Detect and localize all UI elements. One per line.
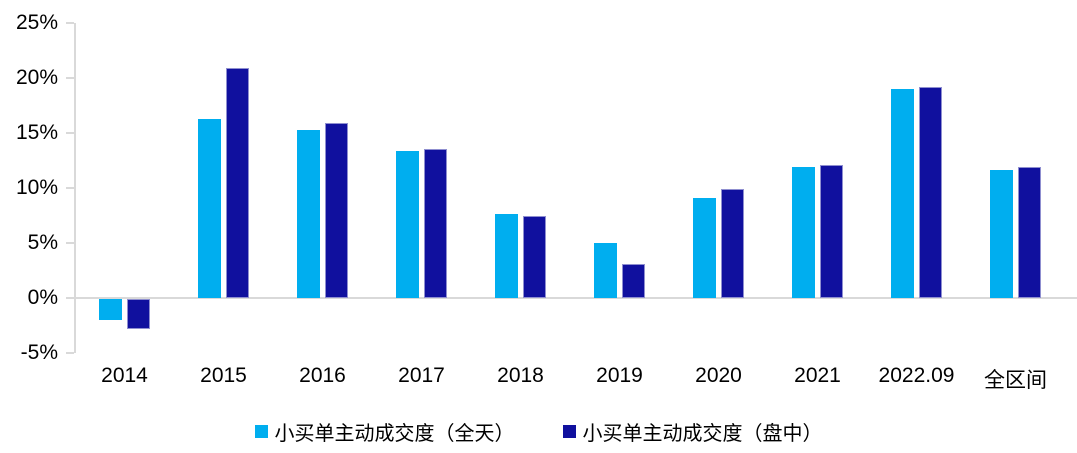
y-axis-line [74, 23, 76, 353]
x-label-8: 2022.09 [878, 364, 955, 387]
zero-baseline [74, 296, 1077, 299]
x-label-2: 2016 [299, 364, 346, 387]
y-tick-label-6: -5% [20, 340, 58, 364]
y-tick-label-4: 5% [27, 230, 58, 254]
x-label-4: 2018 [497, 364, 544, 387]
bar-all-day-1 [198, 118, 221, 298]
x-label-6: 2020 [695, 364, 742, 387]
legend-label-all-day: 小买单主动成交度（全天） [274, 423, 515, 445]
bar-intraday-1 [226, 68, 249, 298]
bar-intraday-0 [127, 298, 150, 330]
x-label-3: 2017 [398, 364, 445, 387]
y-tick-label-3: 10% [15, 175, 58, 199]
legend-label-intraday: 小买单主动成交度（盘中） [582, 423, 823, 445]
bar-all-day-4 [495, 214, 518, 298]
y-tick-4 [66, 241, 74, 244]
bar-all-day-0 [99, 298, 122, 320]
y-tick-label-0: 25% [15, 11, 58, 35]
legend: 小买单主动成交度（全天） 小买单主动成交度（盘中） [0, 417, 1077, 446]
bar-intraday-8 [919, 86, 942, 298]
bar-all-day-9 [990, 170, 1013, 298]
legend-item-all-day: 小买单主动成交度（全天） [254, 417, 515, 446]
bar-all-day-2 [297, 129, 320, 298]
y-tick-2 [66, 132, 74, 134]
bar-intraday-7 [820, 164, 843, 298]
bar-intraday-6 [721, 188, 744, 298]
y-tick-1 [66, 77, 74, 80]
bar-all-day-7 [792, 167, 815, 298]
y-tick-label-1: 20% [15, 66, 58, 90]
y-tick-5 [66, 296, 74, 299]
y-tick-0 [66, 22, 74, 25]
x-label-5: 2019 [596, 364, 643, 387]
bar-all-day-8 [891, 89, 914, 298]
y-tick-3 [66, 186, 74, 189]
y-tick-label-5: 0% [27, 285, 58, 309]
bar-intraday-2 [325, 123, 348, 298]
legend-item-intraday: 小买单主动成交度（盘中） [562, 417, 823, 446]
bar-all-day-3 [396, 150, 419, 298]
x-label-7: 2021 [794, 364, 841, 387]
bar-intraday-5 [622, 263, 645, 298]
y-tick-label-2: 15% [15, 121, 58, 144]
bar-all-day-5 [594, 242, 617, 298]
bar-intraday-9 [1018, 167, 1041, 298]
legend-marker-intraday-icon [562, 425, 576, 438]
x-label-1: 2015 [200, 364, 247, 387]
bar-intraday-4 [523, 216, 546, 298]
bar-all-day-6 [693, 197, 716, 298]
legend-marker-all-day-icon [254, 425, 268, 438]
bar-intraday-3 [424, 149, 447, 298]
x-label-9: 全区间 [984, 368, 1047, 392]
x-label-0: 2014 [101, 364, 148, 387]
y-tick-6 [66, 351, 74, 354]
